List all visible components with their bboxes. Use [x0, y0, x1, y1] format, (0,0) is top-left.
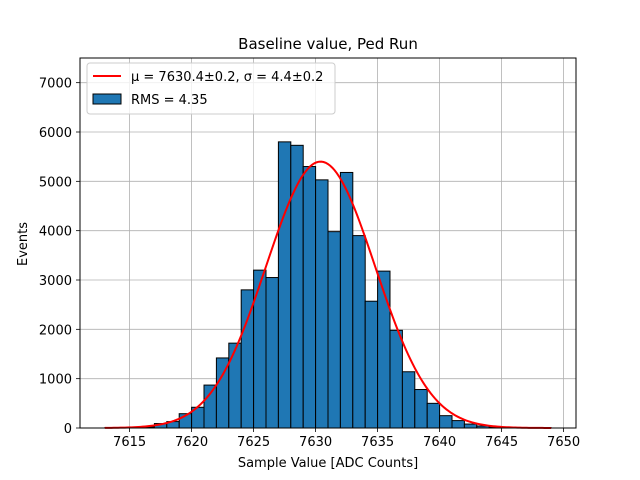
histogram-bar: [426, 402, 441, 429]
histogram-bar: [352, 235, 366, 429]
histogram-bar: [203, 384, 217, 429]
x-tick-label: 7635: [361, 435, 394, 450]
x-tick-label: 7645: [485, 435, 518, 450]
histogram-bar: [277, 141, 292, 429]
histogram-bar: [302, 166, 317, 429]
y-axis-label: Events: [16, 222, 31, 266]
y-tick-label: 2000: [39, 323, 72, 338]
axis-ticks: 7615 7620 7625 7630 7635 7640 7645 7650 0 1000 200…: [39, 77, 580, 450]
legend-histogram-label: RMS = 4.35: [131, 93, 208, 108]
x-tick-label: 7650: [547, 435, 580, 450]
histogram-bar: [290, 144, 304, 429]
x-tick-label: 7630: [299, 435, 332, 450]
histogram-bar: [364, 300, 379, 429]
y-tick-label: 0: [64, 422, 72, 437]
histogram-bar: [401, 371, 416, 429]
histogram-bar: [389, 329, 403, 429]
x-axis-label: Sample Value [ADC Counts]: [238, 456, 418, 471]
y-tick-label: 7000: [39, 77, 72, 92]
histogram-bar: [315, 179, 329, 429]
histogram-bar: [265, 277, 279, 429]
legend-histogram-swatch: [92, 93, 122, 105]
legend-fit-label: μ = 7630.4±0.2, σ = 4.4±0.2: [131, 70, 323, 85]
y-tick-label: 4000: [39, 225, 72, 240]
histogram-bar: [253, 269, 267, 429]
histogram-bar: [339, 171, 354, 429]
histogram-bar: [463, 423, 478, 429]
x-tick-label: 7615: [113, 435, 146, 450]
histogram-bar: [327, 231, 341, 429]
plot-frame: [79, 57, 577, 429]
gaussian-fit-curve: [104, 160, 552, 429]
x-tick-label: 7625: [237, 435, 270, 450]
x-tick-label: 7640: [423, 435, 456, 450]
x-tick-label: 7620: [175, 435, 208, 450]
legend-box: [86, 62, 336, 115]
y-tick-label: 6000: [39, 126, 72, 141]
histogram-bar: [451, 420, 465, 429]
chart-title: Baseline value, Ped Run: [238, 35, 418, 53]
y-tick-label: 3000: [39, 274, 72, 289]
legend: μ = 7630.4±0.2, σ = 4.4±0.2 RMS = 4.35: [86, 62, 336, 115]
histogram-bars: [104, 141, 552, 429]
y-tick-label: 5000: [39, 175, 72, 190]
histogram-bar: [228, 342, 242, 429]
histogram-bar: [414, 389, 428, 429]
y-tick-label: 1000: [39, 373, 72, 388]
histogram-bar: [439, 415, 453, 429]
